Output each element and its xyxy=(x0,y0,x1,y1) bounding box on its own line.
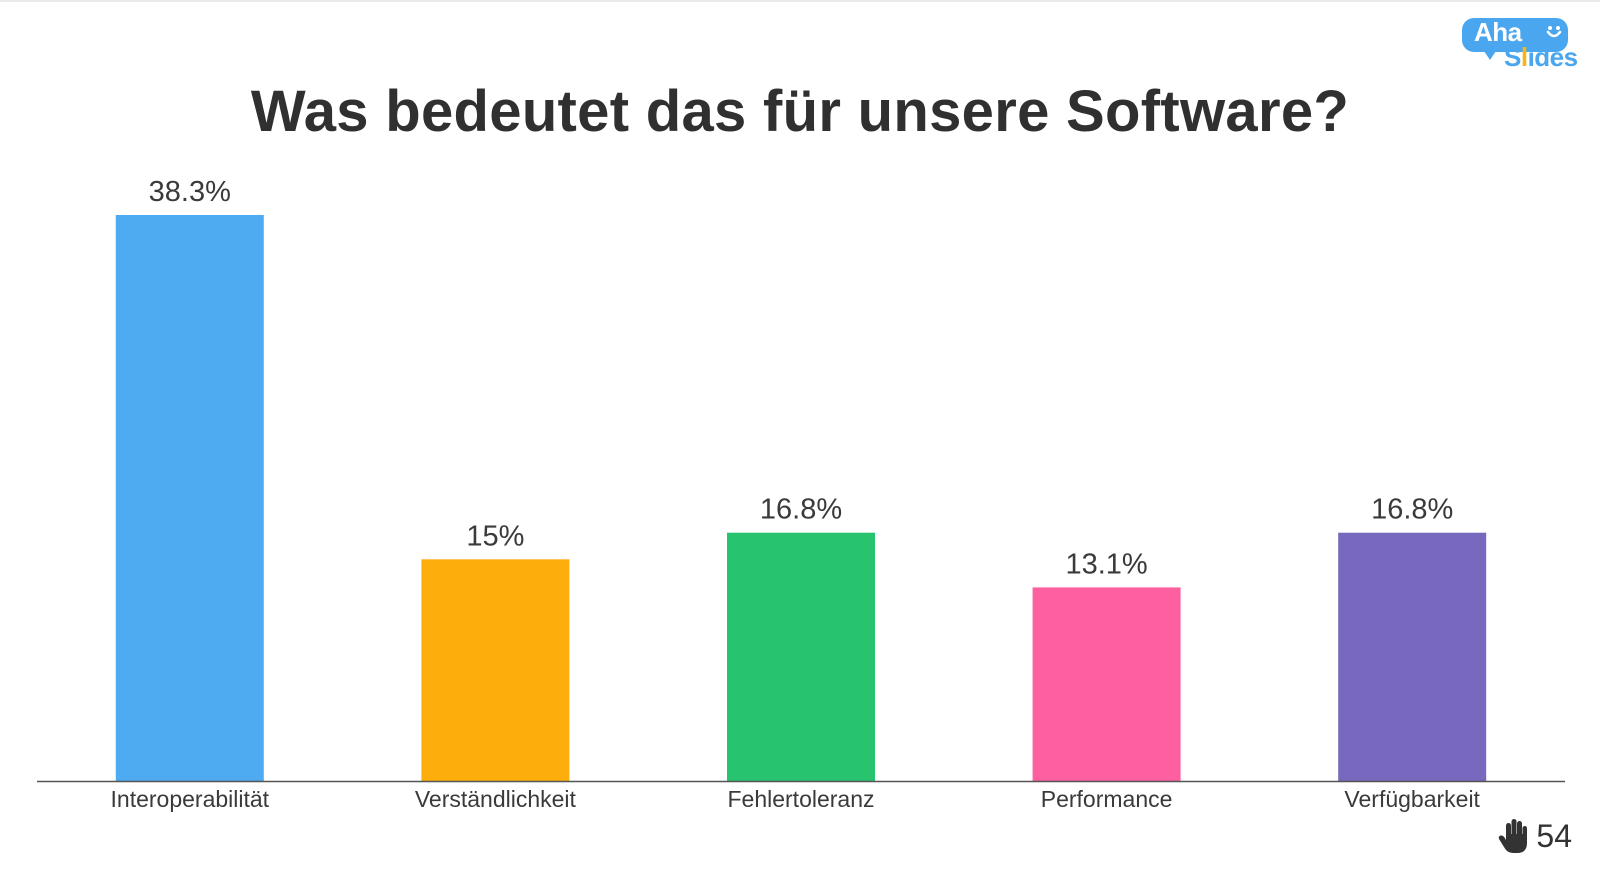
logo-letters-rest: ides xyxy=(1527,42,1579,72)
top-divider xyxy=(0,0,1600,2)
bar-value-label: 16.8% xyxy=(760,494,842,526)
bar-2 xyxy=(727,532,875,781)
logo-letter-s: S xyxy=(1504,42,1521,72)
page-title: Was bedeutet das für unsere Software? xyxy=(250,79,1350,144)
bar-value-label: 38.3% xyxy=(149,176,231,208)
bar-0 xyxy=(115,215,264,781)
x-tick-label: Performance xyxy=(1041,786,1173,812)
logo-bubble-tail xyxy=(1482,48,1498,60)
ahaslides-logo: Aha Slides xyxy=(1460,14,1586,74)
logo-word-top: Aha xyxy=(1474,17,1522,47)
response-count: 54 xyxy=(1536,817,1572,854)
bar-value-label: 13.1% xyxy=(1065,548,1147,580)
bar-1 xyxy=(421,559,570,781)
x-tick-label: Interoperabilität xyxy=(111,786,270,812)
raised-hand-icon xyxy=(1499,819,1528,853)
logo-word-bottom: Slides xyxy=(1504,42,1578,73)
logo-letter-accent: l xyxy=(1520,42,1528,72)
response-counter: 54 xyxy=(1498,816,1572,856)
x-tick-label: Verständlichkeit xyxy=(415,786,577,812)
bar-value-label: 15% xyxy=(466,520,524,552)
bar-value-label: 16.8% xyxy=(1371,494,1453,526)
x-tick-label: Verfügbarkeit xyxy=(1344,786,1480,812)
bar-4 xyxy=(1338,532,1487,781)
bar-3 xyxy=(1032,587,1181,781)
logo-smile-icon xyxy=(1546,26,1562,38)
x-tick-label: Fehlertoleranz xyxy=(727,786,874,812)
